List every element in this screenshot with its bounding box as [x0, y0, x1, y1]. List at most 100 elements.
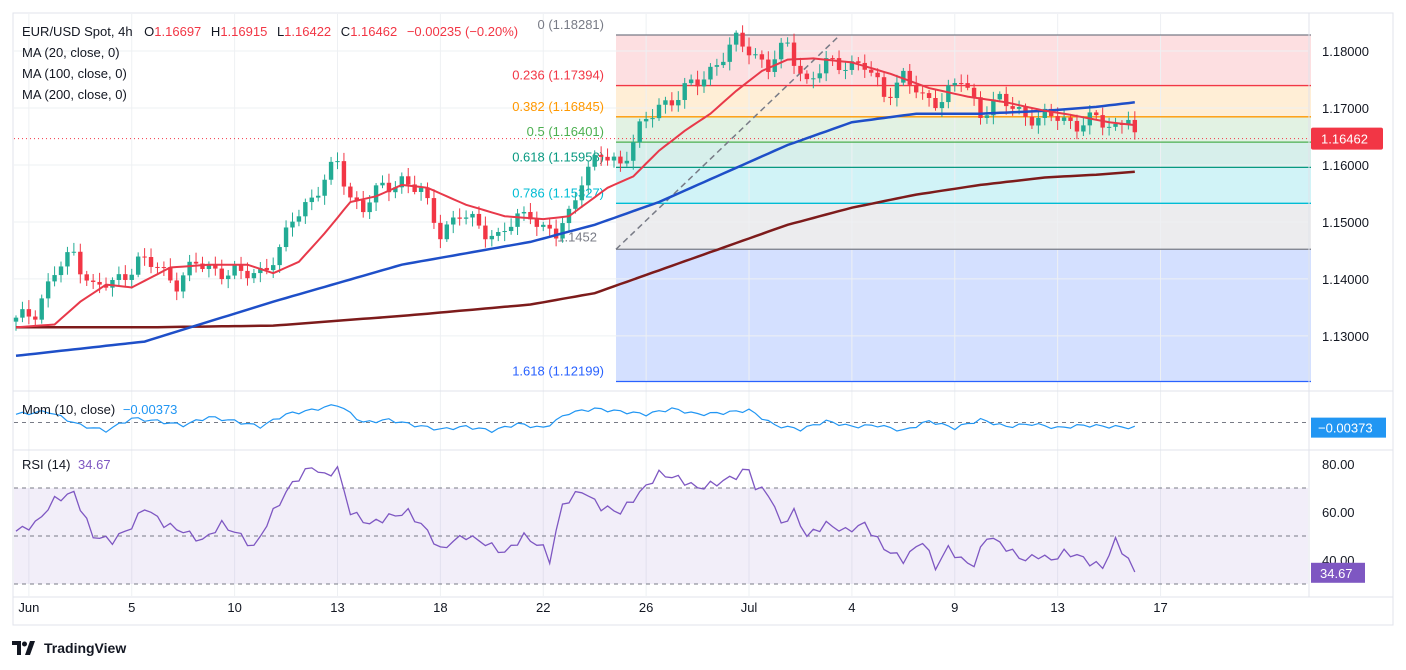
candle-body — [316, 195, 321, 198]
ma200-line — [16, 170, 1135, 329]
momentum-badge-label: −0.00373 — [1318, 421, 1373, 436]
candle-body — [714, 65, 720, 67]
candle-body — [521, 211, 527, 214]
candle-body — [611, 156, 617, 161]
ma100-line — [15, 101, 1135, 358]
candle-body — [1068, 117, 1073, 121]
time-tick-label: 9 — [951, 600, 958, 615]
rsi-legend[interactable]: RSI (14) 34.67 — [22, 457, 111, 472]
candle-body — [656, 104, 662, 119]
candle-body — [470, 213, 475, 218]
candle-body — [823, 58, 829, 74]
symbol-title: EUR/USD Spot, 4h — [22, 24, 133, 39]
time-tick-label: 13 — [1050, 600, 1064, 615]
candle-body — [894, 82, 900, 99]
candle-body — [110, 279, 115, 288]
candle-body — [618, 156, 623, 164]
candle-body — [515, 213, 520, 227]
candle-body — [238, 265, 244, 271]
candle-body — [245, 270, 250, 279]
candle-body — [1113, 123, 1118, 127]
candle-body — [701, 79, 707, 87]
candle-body — [592, 154, 597, 167]
candle-body — [669, 100, 675, 106]
rsi-tick-label: 60.00 — [1322, 505, 1355, 520]
price-tick-label: 1.15000 — [1322, 215, 1369, 230]
candle-body — [206, 264, 212, 269]
candle-body — [708, 66, 713, 80]
candle-body — [798, 65, 803, 74]
candle-body — [26, 309, 32, 317]
time-tick-label: 4 — [848, 600, 855, 615]
candle-body — [283, 227, 289, 248]
candle-body — [386, 182, 392, 193]
fib-level-label: 0.236 (1.17394) — [512, 68, 604, 83]
candle-body — [489, 235, 495, 240]
candle-body — [483, 225, 488, 240]
candle-body — [45, 281, 51, 299]
time-tick-label: 18 — [433, 600, 447, 615]
chart-frame — [12, 12, 1394, 626]
fib-band — [616, 167, 1311, 204]
candle-body — [271, 265, 276, 271]
candle-body — [830, 58, 835, 60]
candle-body — [978, 97, 983, 118]
candle-body — [1042, 108, 1047, 118]
candle-body — [1081, 125, 1086, 132]
candle-body — [804, 73, 810, 80]
candle-body — [695, 79, 700, 87]
candle-body — [354, 197, 359, 201]
fib-level-label: 0.5 (1.16401) — [527, 124, 604, 139]
candle-body — [547, 224, 552, 229]
candle-body — [406, 176, 411, 185]
candle-body — [303, 202, 308, 217]
open-label: O — [144, 24, 155, 39]
candle-body — [926, 93, 932, 99]
time-tick-label: 13 — [330, 600, 344, 615]
candle-body — [959, 83, 964, 85]
candle-body — [361, 200, 366, 213]
candle-body — [90, 280, 96, 282]
momentum-badge — [1311, 417, 1386, 438]
candle-body — [753, 54, 758, 56]
candle-body — [258, 267, 263, 274]
momentum-value: −0.00373 — [122, 402, 178, 417]
candle-body — [97, 281, 102, 285]
candle-body — [605, 156, 610, 161]
ma200-legend[interactable]: MA (200, close, 0) — [22, 87, 127, 102]
moving-averages — [15, 57, 1135, 358]
candle-body — [946, 85, 951, 103]
ma100-legend[interactable]: MA (100, close, 0) — [22, 66, 127, 81]
candle-body — [534, 219, 540, 227]
last-price-label: 1.16462 — [1321, 132, 1368, 147]
price-tick-label: 1.14000 — [1322, 272, 1369, 287]
tradingview-logo[interactable]: TradingView — [12, 640, 126, 656]
candle-body — [277, 247, 282, 266]
candle-body — [135, 256, 141, 275]
candle-body — [579, 185, 585, 201]
candle-body — [868, 69, 874, 73]
candle-body — [52, 275, 57, 282]
fib-levels: 0 (1.18281) 0.236 (1.17394) 0.382 (1.16845… — [14, 17, 1311, 383]
candle-body — [161, 267, 167, 269]
momentum-legend[interactable]: Mom (10, close) −0.00373 — [22, 402, 177, 417]
candle-body — [180, 275, 186, 292]
candle-body — [676, 99, 681, 106]
candle-body — [663, 100, 668, 105]
candle-body — [631, 142, 636, 161]
candle-body — [129, 274, 134, 280]
rsi-line — [15, 465, 1136, 573]
candle-body — [991, 99, 996, 116]
ma20-legend[interactable]: MA (20, close, 0) — [22, 45, 120, 60]
legend-symbol-row[interactable]: EUR/USD Spot, 4h O1.16697 H1.16915 L1.16… — [22, 21, 518, 42]
candle-body — [155, 266, 160, 268]
last-price-badge — [1311, 127, 1383, 150]
candle-body — [348, 186, 353, 198]
candle-body — [168, 267, 173, 281]
rsi-label: RSI (14) — [22, 457, 71, 472]
candle-body — [682, 83, 687, 100]
candle-body — [888, 96, 893, 99]
change-value: −0.00235 (−0.20%) — [406, 24, 519, 39]
